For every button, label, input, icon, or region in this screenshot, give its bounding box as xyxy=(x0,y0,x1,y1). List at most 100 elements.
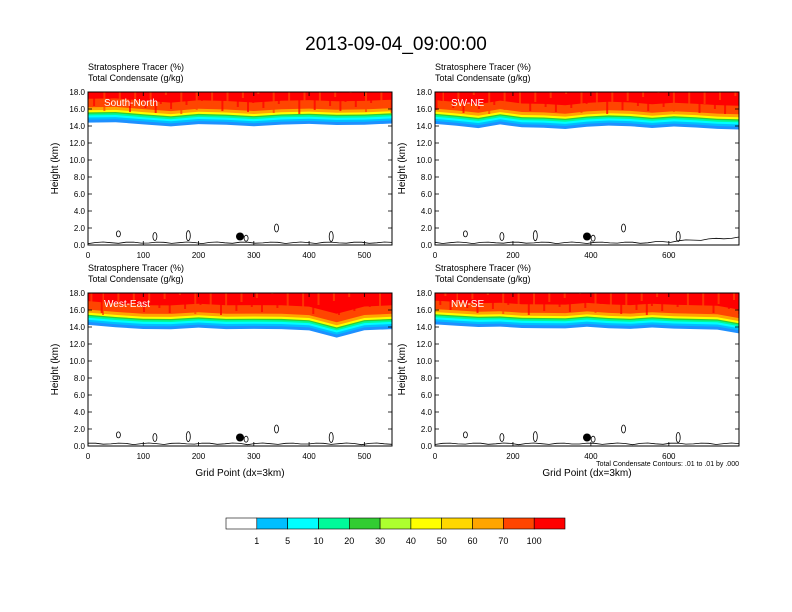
condensate-cell xyxy=(675,432,681,443)
tracer-streak xyxy=(313,92,316,110)
tracer-streak xyxy=(211,92,214,106)
plot-frame xyxy=(434,91,740,246)
tracer-streak xyxy=(645,293,648,315)
tracer-streak xyxy=(266,293,269,303)
location-marker xyxy=(236,232,244,241)
panel-label: SW-NE xyxy=(451,98,484,109)
tracer-streak xyxy=(173,293,176,304)
tracer-streak xyxy=(722,293,725,295)
tracer-streak xyxy=(442,92,444,103)
tracer-streak xyxy=(190,92,193,96)
x-axis-label: Grid Point (dx=3km) xyxy=(542,468,631,479)
tracer-streak xyxy=(103,92,106,111)
y-tick-label: 6.0 xyxy=(421,391,433,400)
colorbar-label: 5 xyxy=(285,536,290,546)
x-tick-label: 300 xyxy=(247,452,261,461)
colorbar-box xyxy=(533,517,566,530)
x-tick-label: 200 xyxy=(192,452,206,461)
tracer-streak xyxy=(449,293,452,310)
tracer-streak xyxy=(98,92,101,97)
tracer-streak xyxy=(713,92,716,109)
y-tick-label: 10.0 xyxy=(69,357,85,366)
tracer-streak xyxy=(589,293,592,299)
tracer-streak xyxy=(558,293,561,307)
tracer-streak xyxy=(666,293,669,302)
x-tick-label: 400 xyxy=(302,251,316,260)
tracer-streak xyxy=(241,92,244,98)
tracer-streak xyxy=(502,293,505,314)
tracer-streak xyxy=(170,92,173,109)
condensate-cell xyxy=(243,234,249,242)
tracer-streak xyxy=(483,92,485,100)
tracer-streak xyxy=(175,92,178,100)
tracer-streak xyxy=(236,92,239,107)
terrain-contour xyxy=(88,241,392,245)
tracer-streak xyxy=(194,293,197,314)
y-tick-label: 6.0 xyxy=(74,190,86,199)
y-tick-label: 8.0 xyxy=(421,173,433,182)
location-marker xyxy=(583,433,591,442)
tracer-streak xyxy=(379,293,381,312)
colorbar-label: 1 xyxy=(254,536,259,546)
tracer-streak xyxy=(288,92,291,109)
tracer-streak xyxy=(220,293,222,315)
tracer-streak xyxy=(375,92,378,94)
tracer-streak xyxy=(585,92,588,104)
tracer-streak xyxy=(662,92,665,107)
y-tick-label: 8.0 xyxy=(74,173,86,182)
tracer-streak xyxy=(180,92,183,114)
panel-label: West-East xyxy=(104,299,150,310)
tracer-streak xyxy=(164,92,167,95)
colorbar-label: 40 xyxy=(406,536,416,546)
tracer-streak xyxy=(117,293,120,311)
tracer-streak xyxy=(435,92,438,110)
y-tick-label: 4.0 xyxy=(74,408,86,417)
x-axis-label: Grid Point (dx=3km) xyxy=(195,468,284,479)
tracer-streak xyxy=(672,92,675,112)
y-tick-label: 12.0 xyxy=(69,139,85,148)
condensate-cell xyxy=(152,433,158,442)
x-tick-label: 100 xyxy=(137,452,151,461)
panel-title-condensate: Total Condensate (g/kg) xyxy=(88,73,184,83)
x-tick-label: 200 xyxy=(506,452,520,461)
x-tick-label: 100 xyxy=(137,251,151,260)
tracer-streak xyxy=(338,293,340,315)
condensate-cell xyxy=(274,424,279,434)
y-tick-label: 4.0 xyxy=(421,408,433,417)
tracer-streak xyxy=(132,293,135,307)
tracer-streak xyxy=(307,293,310,300)
tracer-streak xyxy=(276,293,279,308)
tracer-streak xyxy=(235,293,238,311)
tracer-streak xyxy=(390,92,392,113)
y-tick-label: 8.0 xyxy=(74,374,86,383)
panel-title-condensate: Total Condensate (g/kg) xyxy=(88,274,184,284)
colorbar: 1 5 10 20 30 40 50 60 70 100 xyxy=(225,517,566,546)
tracer-streak xyxy=(678,92,680,103)
tracer-streak xyxy=(493,92,496,105)
tracer-streak xyxy=(462,92,465,113)
tracer-streak xyxy=(118,92,121,107)
tracer-streak xyxy=(472,92,475,95)
tracer-streak xyxy=(277,92,280,104)
tracer-streak xyxy=(642,92,645,97)
tracer-streak xyxy=(529,92,532,111)
colorbar-box xyxy=(256,517,288,530)
tracer-streak xyxy=(200,92,203,101)
tracer-streak xyxy=(250,293,253,307)
y-tick-label: 0.0 xyxy=(74,442,86,451)
condensate-cell xyxy=(532,431,538,443)
colorbar-label: 20 xyxy=(344,536,354,546)
tracer-field xyxy=(435,92,739,130)
y-tick-label: 18.0 xyxy=(69,88,85,97)
tracer-field xyxy=(88,92,392,127)
panel-title-tracer: Stratosphere Tracer (%) xyxy=(88,62,184,72)
tracer-streak xyxy=(507,293,510,305)
tracer-streak xyxy=(729,92,732,105)
condensate-contours xyxy=(88,424,392,446)
plot-frame xyxy=(87,292,393,447)
condensate-cell xyxy=(274,223,279,233)
tracer-streak xyxy=(476,293,479,313)
tracer-streak xyxy=(693,92,696,99)
condensate-contours xyxy=(435,223,739,245)
tracer-streak xyxy=(626,92,629,101)
